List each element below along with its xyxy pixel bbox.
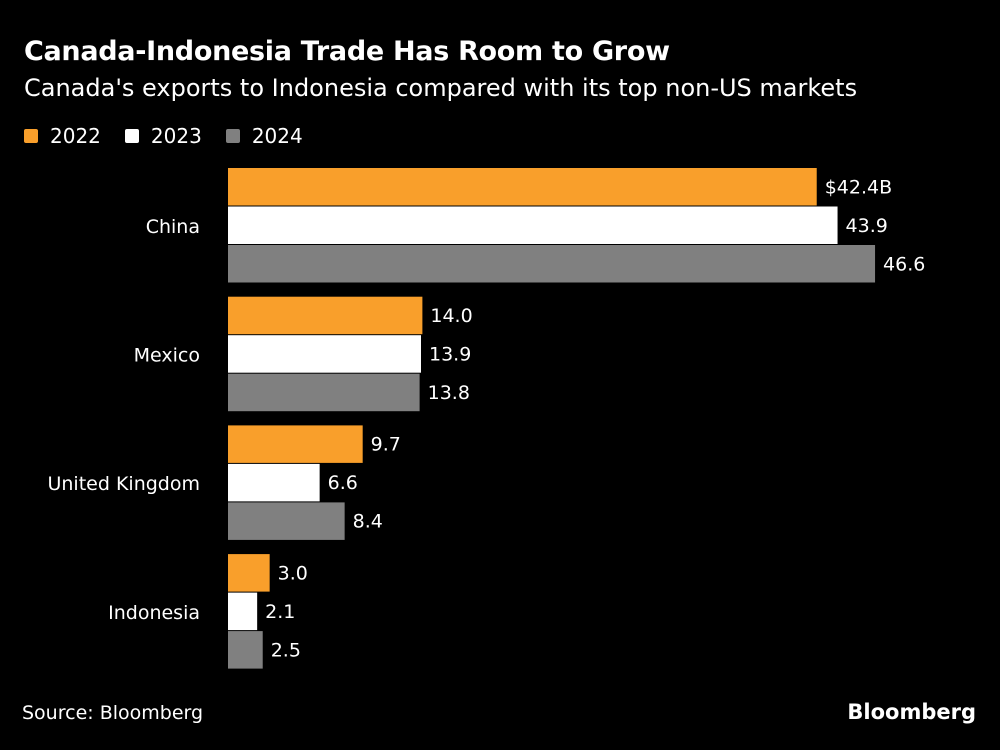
bar-2023-united-kingdom [228,463,320,502]
data-label: 2.5 [271,639,301,661]
category-label: China [146,216,200,238]
bar-2023-indonesia [228,592,258,631]
data-label: $42.4B [825,176,892,198]
bar-2024-china [228,245,876,283]
bar-2024-united-kingdom [228,502,345,540]
bar-2022-mexico [228,296,423,335]
data-label: 6.6 [328,472,358,494]
bar-chart: China $42.4B 43.9 46.6 Mexico 14.0 13.9 13.8 Uni… [47,168,925,669]
legend-item-2022: 2022 [24,124,101,148]
bar-2024-mexico [228,373,420,412]
category-label: United Kingdom [47,473,200,495]
legend-item-2024: 2024 [225,124,303,148]
bar-2022-indonesia [228,554,270,592]
bar-2022-china [228,168,817,206]
legend-swatch [24,129,38,143]
data-label: 13.8 [428,382,470,404]
category-label: Indonesia [108,602,200,624]
data-label: 14.0 [430,305,472,327]
legend-swatch [124,129,139,143]
chart-title: Canada-Indonesia Trade Has Room to Grow [24,36,670,67]
category-label: Mexico [134,344,200,366]
legend-swatch [225,129,240,143]
data-label: 46.6 [883,253,925,275]
bar-2023-mexico [228,335,422,373]
data-label: 8.4 [353,511,383,533]
legend-label: 2022 [50,124,101,148]
legend-label: 2024 [251,124,303,148]
legend-label: 2023 [150,124,202,148]
bar-2023-china [228,206,838,244]
data-label: 13.9 [429,343,471,365]
data-label: 9.7 [371,434,401,456]
bloomberg-logo: Bloomberg [847,700,976,724]
data-label: 43.9 [846,215,888,237]
legend-item-2023: 2023 [124,124,202,148]
data-label: 3.0 [278,562,308,584]
chart-subtitle: Canada's exports to Indonesia compared w… [24,74,858,102]
legend: 2022 2023 2024 [24,124,303,148]
data-label: 2.1 [265,601,295,623]
bar-2022-united-kingdom [228,425,363,463]
bar-2024-indonesia [228,631,263,669]
source-note: Source: Bloomberg [22,702,204,724]
